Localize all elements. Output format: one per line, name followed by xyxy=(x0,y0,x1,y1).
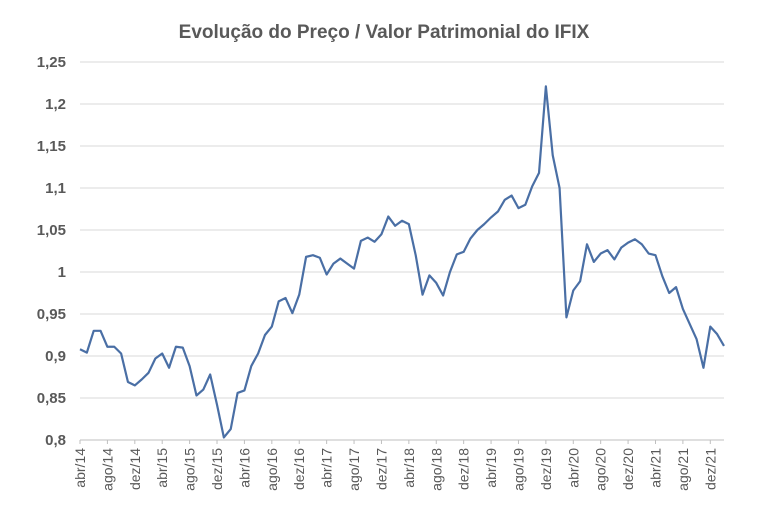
x-tick-label: dez/18 xyxy=(456,448,472,490)
x-tick-label: abr/20 xyxy=(565,448,581,488)
y-tick-label: 1,15 xyxy=(37,138,66,155)
x-tick-label: abr/19 xyxy=(483,448,499,488)
x-tick-label: abr/21 xyxy=(647,448,663,488)
x-tick-label: dez/21 xyxy=(702,448,718,490)
x-tick-label: ago/16 xyxy=(264,448,280,491)
x-tick-label: abr/14 xyxy=(72,448,88,488)
x-tick-label: ago/20 xyxy=(593,448,609,491)
x-tick-label: ago/17 xyxy=(346,448,362,491)
y-tick-label: 1,1 xyxy=(45,180,66,197)
x-axis: abr/14 ago/14 dez/14 abr/15 ago/15 dez/15 abr/… xyxy=(72,440,718,491)
y-tick-label: 0,85 xyxy=(37,390,66,407)
grid-lines xyxy=(80,61,724,441)
y-tick-label: 0,95 xyxy=(37,306,66,323)
x-tick-label: ago/15 xyxy=(182,448,198,491)
x-tick-label: abr/17 xyxy=(319,448,335,488)
x-tick-label: dez/15 xyxy=(209,448,225,490)
y-tick-label: 0,8 xyxy=(45,432,66,449)
y-axis: 0,8 0,85 0,9 0,95 1 1,05 1,1 1,15 1,2 1,25 xyxy=(37,54,66,449)
x-tick-label: dez/19 xyxy=(538,448,554,490)
x-tick-label: abr/16 xyxy=(236,448,252,488)
x-tick-label: dez/20 xyxy=(620,448,636,490)
series-line xyxy=(79,85,725,439)
x-tick-label: ago/18 xyxy=(428,448,444,491)
x-tick-label: abr/18 xyxy=(401,448,417,488)
x-tick-label: abr/15 xyxy=(154,448,170,488)
x-tick-label: dez/14 xyxy=(127,448,143,490)
x-tick-label: ago/19 xyxy=(510,448,526,491)
x-tick-label: ago/14 xyxy=(99,448,115,491)
x-tick-label: dez/17 xyxy=(373,448,389,490)
y-tick-label: 1,25 xyxy=(37,54,66,71)
y-tick-label: 0,9 xyxy=(45,348,66,365)
x-tick-label: dez/16 xyxy=(291,448,307,490)
chart-title: Evolução do Preço / Valor Patrimonial do… xyxy=(178,22,590,43)
y-tick-label: 1,2 xyxy=(45,96,66,113)
y-tick-label: 1,05 xyxy=(37,222,66,239)
x-tick-label: ago/21 xyxy=(675,448,691,491)
series-layer xyxy=(79,85,725,439)
y-tick-label: 1 xyxy=(58,264,66,281)
